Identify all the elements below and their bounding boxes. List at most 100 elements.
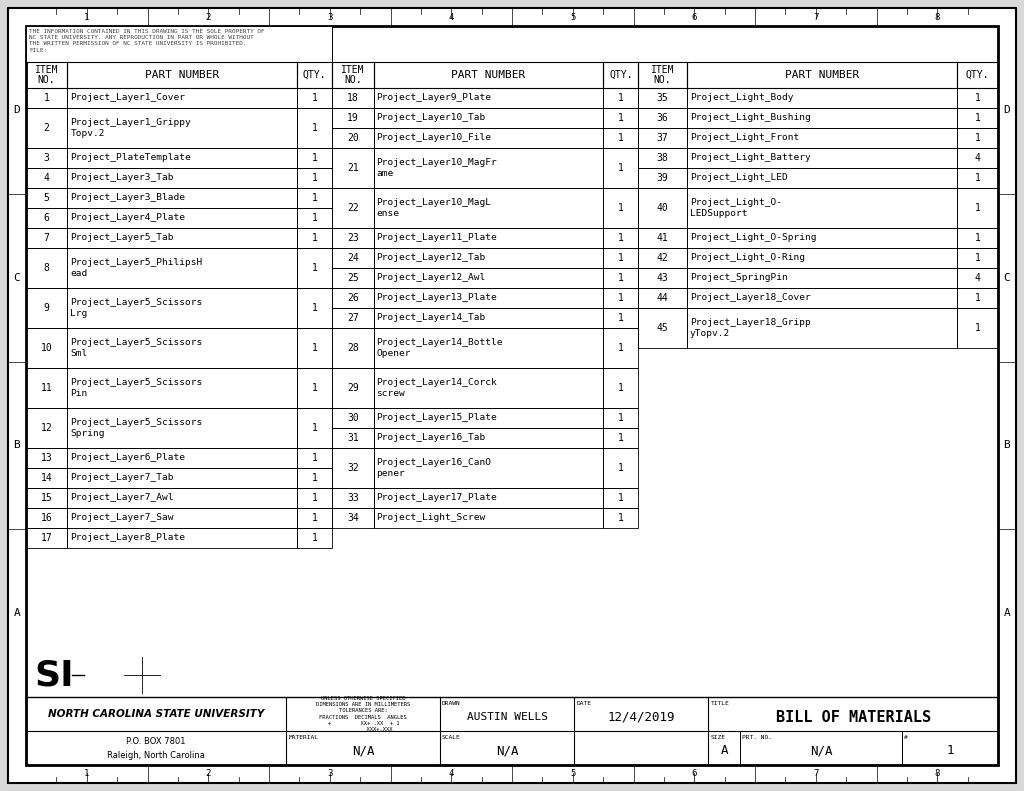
Bar — [26, 62, 68, 88]
Bar — [26, 88, 68, 108]
Text: A: A — [1004, 608, 1011, 618]
Text: 20: 20 — [347, 133, 358, 143]
Text: 4: 4 — [449, 13, 454, 21]
Text: 1: 1 — [311, 233, 317, 243]
Text: 1: 1 — [946, 744, 954, 758]
Bar — [956, 288, 998, 308]
Text: Project_Layer3_Tab: Project_Layer3_Tab — [71, 173, 174, 183]
Bar — [638, 268, 687, 288]
Text: Project_Layer7_Awl: Project_Layer7_Awl — [71, 494, 174, 502]
Text: 1: 1 — [311, 513, 317, 523]
Text: QTY.: QTY. — [303, 70, 327, 80]
Bar — [603, 188, 638, 228]
Bar — [68, 168, 297, 188]
Bar — [687, 88, 956, 108]
Bar — [68, 528, 297, 548]
Text: ITEM: ITEM — [651, 65, 675, 75]
Text: NORTH CAROLINA STATE UNIVERSITY: NORTH CAROLINA STATE UNIVERSITY — [48, 709, 264, 719]
Text: 1: 1 — [617, 343, 624, 353]
Text: 41: 41 — [656, 233, 669, 243]
Bar — [374, 88, 603, 108]
Text: Project_Layer8_Plate: Project_Layer8_Plate — [71, 533, 185, 543]
Text: Project_Light_O-
LEDSupport: Project_Light_O- LEDSupport — [690, 199, 782, 218]
Bar — [638, 148, 687, 168]
Text: 17: 17 — [41, 533, 52, 543]
Bar — [374, 508, 603, 528]
Text: Project_Layer14_Tab: Project_Layer14_Tab — [377, 313, 485, 323]
Text: QTY.: QTY. — [609, 70, 633, 80]
Bar — [68, 88, 297, 108]
Text: Project_Layer12_Awl: Project_Layer12_Awl — [377, 274, 485, 282]
Text: B: B — [13, 441, 20, 450]
Text: B: B — [1004, 441, 1011, 450]
Text: Project_Layer9_Plate: Project_Layer9_Plate — [377, 93, 492, 103]
Text: 1: 1 — [617, 493, 624, 503]
Bar — [687, 228, 956, 248]
Text: 1: 1 — [311, 493, 317, 503]
Text: 1: 1 — [311, 453, 317, 463]
Bar — [374, 148, 603, 188]
Text: 7: 7 — [813, 770, 818, 778]
Text: DRAWN: DRAWN — [442, 701, 461, 706]
Text: 25: 25 — [347, 273, 358, 283]
Bar — [603, 128, 638, 148]
Bar — [297, 188, 332, 208]
Bar — [26, 188, 68, 208]
Text: 1: 1 — [975, 293, 980, 303]
Bar — [374, 308, 603, 328]
Bar — [297, 328, 332, 368]
Bar — [297, 408, 332, 448]
Text: TITLE: TITLE — [711, 701, 729, 706]
Bar — [956, 268, 998, 288]
Text: 15: 15 — [41, 493, 52, 503]
Text: Project_Layer18_Cover: Project_Layer18_Cover — [690, 293, 811, 302]
Text: Project_Layer7_Tab: Project_Layer7_Tab — [71, 474, 174, 483]
Text: ITEM: ITEM — [35, 65, 58, 75]
Text: UNLESS OTHERWISE SPECIFIED
DIMENSIONS ARE IN MILLIMETERS
TOLERANCES ARE:
FRACTIO: UNLESS OTHERWISE SPECIFIED DIMENSIONS AR… — [316, 696, 411, 732]
Text: 23: 23 — [347, 233, 358, 243]
Text: 1: 1 — [617, 233, 624, 243]
Bar — [687, 128, 956, 148]
Bar — [374, 288, 603, 308]
Bar — [956, 248, 998, 268]
Text: 34: 34 — [347, 513, 358, 523]
Bar — [332, 288, 374, 308]
Bar — [374, 108, 603, 128]
Text: 13: 13 — [41, 453, 52, 463]
Bar — [68, 408, 297, 448]
Text: Project_Layer4_Plate: Project_Layer4_Plate — [71, 214, 185, 222]
Bar — [638, 308, 687, 348]
Bar — [638, 128, 687, 148]
Text: Project_Layer5_Scissors
Sml: Project_Layer5_Scissors Sml — [71, 339, 203, 358]
Bar — [603, 508, 638, 528]
Bar — [332, 368, 374, 408]
Bar — [297, 448, 332, 468]
Text: 1: 1 — [311, 473, 317, 483]
Text: 1: 1 — [617, 313, 624, 323]
Bar — [332, 148, 374, 188]
Text: Project_Light_Body: Project_Light_Body — [690, 93, 794, 103]
Bar — [956, 308, 998, 348]
Text: 8: 8 — [44, 263, 49, 273]
Text: 7: 7 — [44, 233, 49, 243]
Bar — [374, 228, 603, 248]
Bar — [68, 248, 297, 288]
Bar — [332, 88, 374, 108]
Bar — [603, 268, 638, 288]
Text: 1: 1 — [975, 233, 980, 243]
Text: 1: 1 — [975, 113, 980, 123]
Text: 5: 5 — [570, 13, 575, 21]
Text: 30: 30 — [347, 413, 358, 423]
Text: Project_Layer11_Plate: Project_Layer11_Plate — [377, 233, 498, 243]
Bar — [956, 188, 998, 228]
Text: 1: 1 — [617, 513, 624, 523]
Bar — [26, 228, 68, 248]
Text: 6: 6 — [691, 13, 697, 21]
Text: 33: 33 — [347, 493, 358, 503]
Bar — [68, 228, 297, 248]
Bar — [297, 468, 332, 488]
Bar — [297, 88, 332, 108]
Text: 1: 1 — [975, 173, 980, 183]
Bar — [332, 428, 374, 448]
Bar — [374, 268, 603, 288]
